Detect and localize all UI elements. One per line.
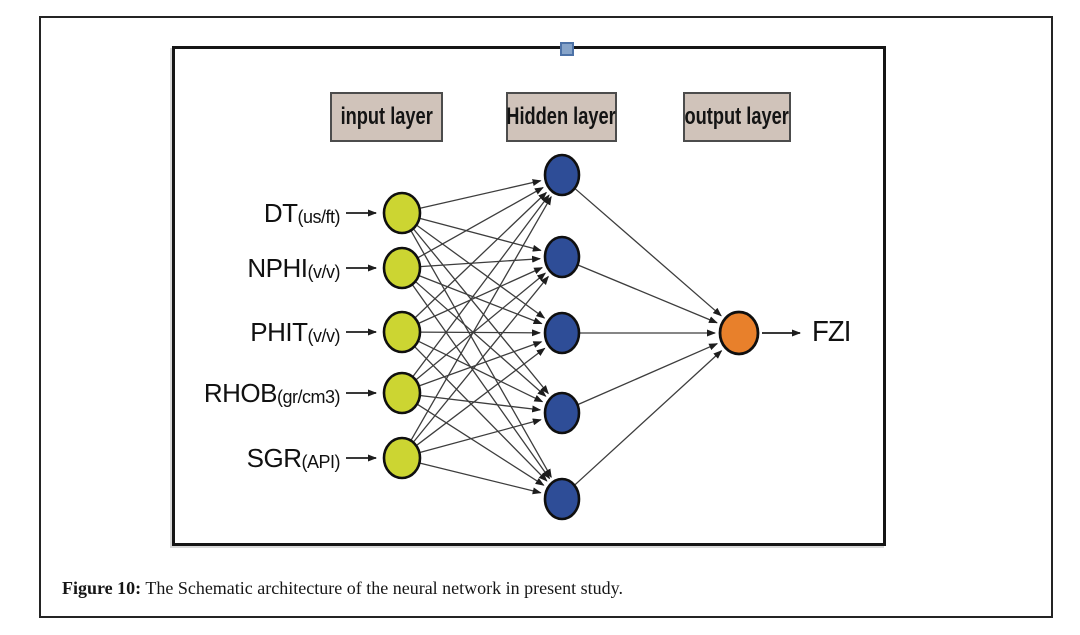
input-name: PHIT	[250, 317, 308, 347]
input-label-sgr: SGR(API)	[246, 440, 341, 476]
layer-box-label: output layer	[684, 103, 790, 130]
diagram-border-box	[172, 46, 886, 546]
input-label-phit: PHIT(v/v)	[250, 314, 340, 350]
input-name: RHOB	[203, 378, 278, 408]
input-unit: (gr/cm3)	[277, 387, 341, 407]
layer-box-hidden-layer: Hidden layer	[506, 92, 617, 142]
input-name: DT	[263, 198, 298, 228]
input-unit: (us/ft)	[297, 207, 340, 227]
output-variable-label: FZI	[812, 316, 851, 348]
figure-caption-text: The Schematic architecture of the neural…	[141, 578, 623, 598]
layer-box-label: input layer	[340, 103, 433, 130]
input-label-rhob: RHOB(gr/cm3)	[203, 375, 341, 411]
input-name: NPHI	[247, 253, 308, 283]
selection-handle	[560, 42, 574, 56]
input-name: SGR	[246, 443, 302, 473]
figure-caption-number: Figure 10:	[62, 578, 142, 598]
figure-caption: Figure 10: The Schematic architecture of…	[62, 578, 623, 599]
input-unit: (v/v)	[307, 262, 341, 282]
input-label-dt: DT(us/ft)	[263, 195, 341, 231]
input-unit: (API)	[301, 452, 340, 472]
layer-box-input-layer: input layer	[330, 92, 443, 142]
input-label-nphi: NPHI(v/v)	[247, 250, 340, 286]
input-unit: (v/v)	[307, 326, 341, 346]
layer-box-label: Hidden layer	[506, 103, 617, 130]
layer-box-output-layer: output layer	[683, 92, 791, 142]
